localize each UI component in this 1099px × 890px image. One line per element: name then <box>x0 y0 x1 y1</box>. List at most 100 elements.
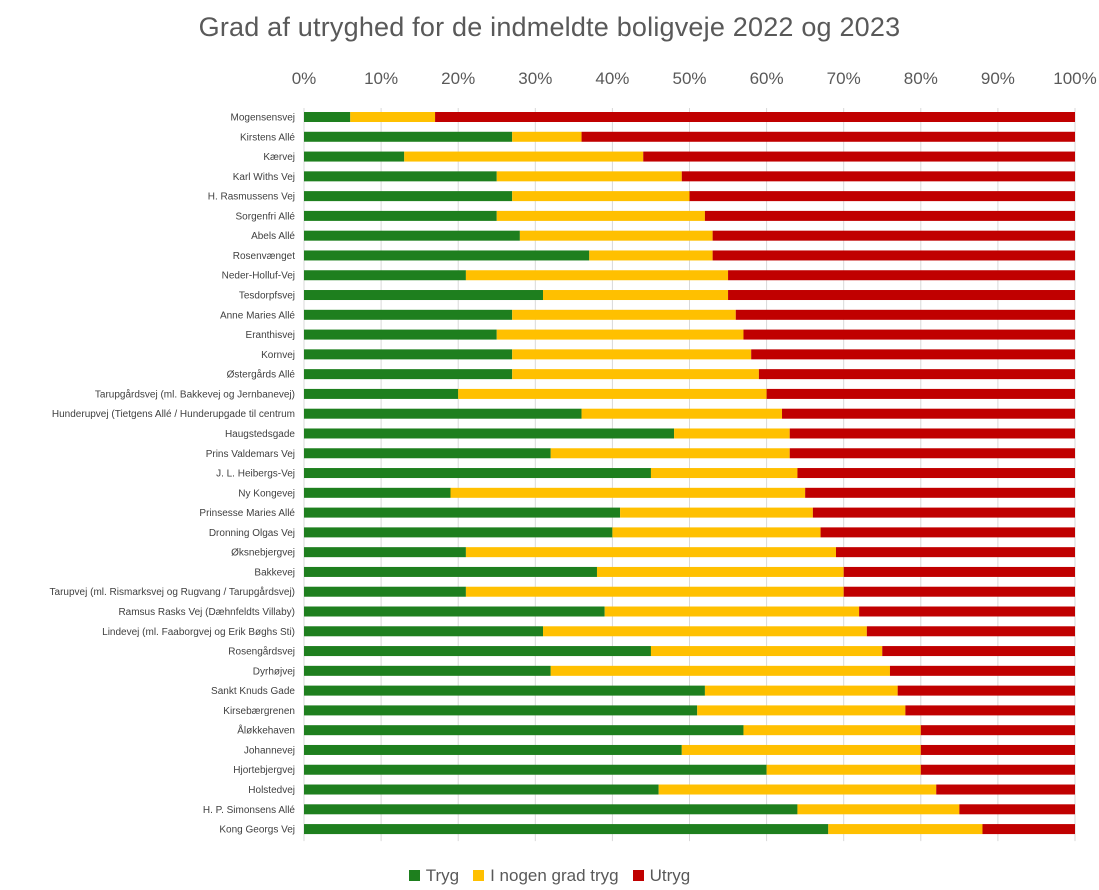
bar-segment-tryg <box>304 527 613 538</box>
x-tick-label: 20% <box>441 69 475 88</box>
bar-segment-i-nogen-grad-tryg <box>797 804 960 815</box>
bar-segment-utryg <box>743 329 1075 340</box>
legend-item: Utryg <box>632 866 691 886</box>
bar-segment-tryg <box>304 448 551 459</box>
bar-segment-tryg <box>304 151 405 162</box>
category-label: Øksnebjergvej <box>231 548 295 559</box>
bar-segment-tryg <box>304 349 513 360</box>
x-axis-tick-labels: 0% 10% 20% 30% 40% 50% 60% 70% 80% 90% 100% <box>292 69 1097 88</box>
bar-segment-i-nogen-grad-tryg <box>681 744 921 755</box>
bar-segment-tryg <box>304 685 705 696</box>
legend-label: Utryg <box>649 866 691 885</box>
category-label: Prins Valdemars Vej <box>206 449 295 460</box>
category-label: Sorgenfri Allé <box>236 211 296 222</box>
bar-segment-utryg <box>866 626 1075 637</box>
x-tick-label: 70% <box>827 69 861 88</box>
bar-segment-tryg <box>304 606 605 617</box>
bar-segment-i-nogen-grad-tryg <box>450 487 806 498</box>
bar-segment-i-nogen-grad-tryg <box>496 329 744 340</box>
bar-segment-i-nogen-grad-tryg <box>697 705 906 716</box>
bar-segment-tryg <box>304 250 590 261</box>
category-label: Ramsus Rasks Vej (Dæhnfeldts Villaby) <box>118 607 295 618</box>
bar-segment-tryg <box>304 329 497 340</box>
bar-segment-i-nogen-grad-tryg <box>496 171 682 182</box>
category-label: H. Rasmussens Vej <box>208 192 295 203</box>
bar-segment-utryg <box>728 270 1075 281</box>
bar-segment-tryg <box>304 131 513 142</box>
bar-segment-tryg <box>304 665 551 676</box>
bar-segment-i-nogen-grad-tryg <box>589 250 713 261</box>
bar-segment-i-nogen-grad-tryg <box>674 428 790 439</box>
category-label: Dronning Olgas Vej <box>209 528 295 539</box>
bar-segment-utryg <box>805 487 1075 498</box>
bar-segment-i-nogen-grad-tryg <box>550 448 790 459</box>
bar-segment-utryg <box>882 646 1075 657</box>
bar-segment-utryg <box>897 685 1075 696</box>
bar-segment-tryg <box>304 784 659 795</box>
bar-segment-i-nogen-grad-tryg <box>743 725 921 736</box>
bar-segment-utryg <box>643 151 1075 162</box>
bar-segment-tryg <box>304 566 597 577</box>
x-tick-label: 100% <box>1053 69 1096 88</box>
bar-segment-i-nogen-grad-tryg <box>543 626 867 637</box>
category-label: Hjortebjergvej <box>233 765 295 776</box>
category-label: H. P. Simonsens Allé <box>203 805 296 816</box>
bar-segment-tryg <box>304 547 466 558</box>
bar-segment-tryg <box>304 408 582 419</box>
x-tick-label: 10% <box>364 69 398 88</box>
category-label: Kirsebærgrenen <box>223 706 295 717</box>
bar-segment-tryg <box>304 487 451 498</box>
category-label: Dyrhøjvej <box>253 666 295 677</box>
bar-segment-tryg <box>304 309 513 320</box>
bar-segment-i-nogen-grad-tryg <box>828 824 983 835</box>
bar-segment-tryg <box>304 705 698 716</box>
bar-segment-i-nogen-grad-tryg <box>766 764 921 775</box>
bar-segment-i-nogen-grad-tryg <box>465 270 729 281</box>
bar-segment-utryg <box>782 408 1075 419</box>
bar-segment-utryg <box>843 586 1075 597</box>
x-tick-label: 0% <box>292 69 317 88</box>
category-label: Rosengårdsvej <box>228 646 295 658</box>
bar-segment-tryg <box>304 764 767 775</box>
category-label: Johannevej <box>244 745 295 756</box>
bar-segment-utryg <box>581 131 1075 142</box>
category-label: Rosenvænget <box>233 251 295 262</box>
bar-segment-utryg <box>905 705 1075 716</box>
bar-segment-utryg <box>689 191 1075 202</box>
bar-segment-tryg <box>304 290 544 301</box>
bar-segment-i-nogen-grad-tryg <box>658 784 937 795</box>
chart-plot-area: 0% 10% 20% 30% 40% 50% 60% 70% 80% 90% 100% Mogens… <box>50 69 1097 842</box>
bar-segment-tryg <box>304 191 513 202</box>
bar-segment-utryg <box>681 171 1075 182</box>
category-label: Eranthisvej <box>246 330 295 341</box>
category-label: Tarupvej (ml. Rismarksvej og Rugvang / T… <box>50 586 295 598</box>
bar-segment-i-nogen-grad-tryg <box>512 131 582 142</box>
bar-segment-utryg <box>982 824 1075 835</box>
bar-segment-i-nogen-grad-tryg <box>512 369 759 380</box>
category-label: Bakkevej <box>254 567 295 578</box>
bar-segment-utryg <box>751 349 1075 360</box>
legend-item: I nogen grad tryg <box>473 866 619 886</box>
bar-segment-i-nogen-grad-tryg <box>612 527 821 538</box>
category-label: Haugstedsgade <box>225 429 295 440</box>
x-tick-label: 30% <box>518 69 552 88</box>
category-label: Åløkkehaven <box>237 724 295 737</box>
bar-segment-utryg <box>435 112 1075 122</box>
x-tick-label: 80% <box>904 69 938 88</box>
bar-segment-utryg <box>704 210 1075 221</box>
bar-segment-tryg <box>304 804 798 815</box>
category-label: Anne Maries Allé <box>220 310 295 321</box>
category-label: Mogensensvej <box>231 113 295 124</box>
bar-segment-tryg <box>304 270 466 281</box>
bar-segment-tryg <box>304 230 520 241</box>
bar-segment-i-nogen-grad-tryg <box>350 112 436 122</box>
legend-item: Tryg <box>408 866 459 886</box>
bar-segment-utryg <box>797 468 1075 479</box>
bar-segment-utryg <box>728 290 1075 301</box>
bar-segment-utryg <box>712 250 1075 261</box>
bar-segment-i-nogen-grad-tryg <box>650 468 798 479</box>
bar-segment-utryg <box>820 527 1075 538</box>
category-label: Hunderupvej (Tietgens Allé / Hunderupgad… <box>52 409 295 420</box>
bar-segment-i-nogen-grad-tryg <box>704 685 898 696</box>
category-label: Tarupgårdsvej (ml. Bakkevej og Jernbanev… <box>95 388 295 400</box>
